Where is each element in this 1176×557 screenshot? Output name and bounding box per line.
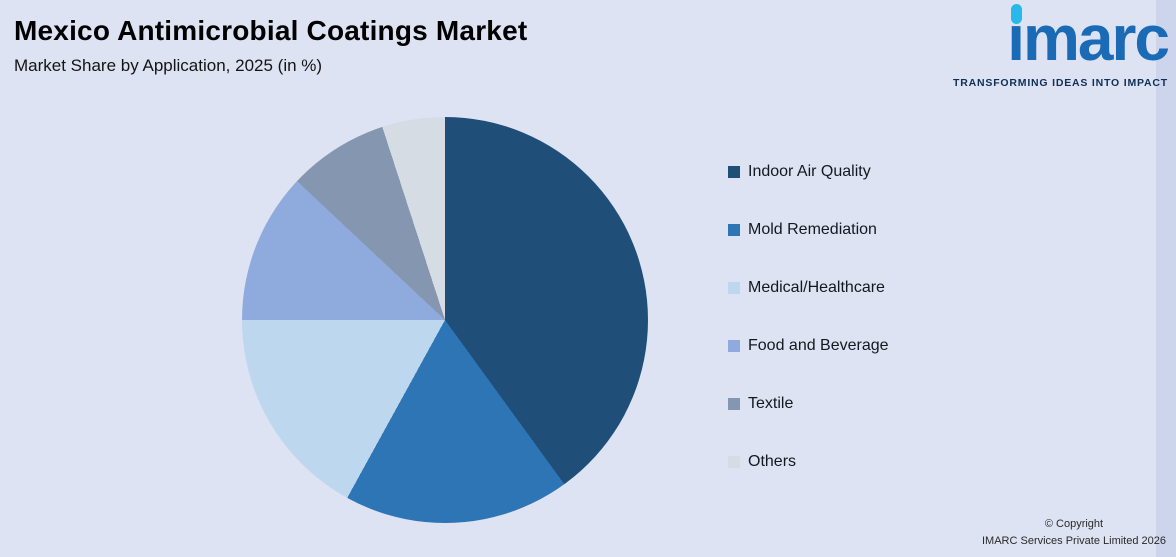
legend: Indoor Air Quality Mold Remediation Medica… xyxy=(728,162,889,472)
copyright-line1: © Copyright xyxy=(1044,517,1104,530)
legend-label: Others xyxy=(748,453,797,470)
legend-item: Textile xyxy=(728,394,889,414)
legend-item: Medical/Healthcare xyxy=(728,278,889,298)
imarc-logo-dot-icon xyxy=(1011,4,1023,24)
legend-label: Mold Remediation xyxy=(748,221,877,238)
imarc-logo: imarc TRANSFORMING IDEAS INTO IMPACT xyxy=(928,4,1170,89)
legend-item: Others xyxy=(728,452,889,472)
legend-label: Medical/Healthcare xyxy=(748,279,885,296)
legend-label: Indoor Air Quality xyxy=(748,163,871,180)
legend-swatch xyxy=(728,456,740,468)
copyright: © Copyright IMARC Services Private Limit… xyxy=(982,516,1166,551)
legend-label: Textile xyxy=(748,395,794,412)
pie-chart xyxy=(242,117,648,523)
page-title: Mexico Antimicrobial Coatings Market xyxy=(14,15,528,46)
imarc-logo-tagline: TRANSFORMING IDEAS INTO IMPACT xyxy=(953,77,1168,89)
copyright-line2: IMARC Services Private Limited 2026 xyxy=(981,535,1166,548)
legend-item: Indoor Air Quality xyxy=(728,162,889,182)
imarc-logo-text: imarc xyxy=(1007,2,1170,74)
header: Mexico Antimicrobial Coatings Market Mar… xyxy=(14,14,527,76)
legend-swatch xyxy=(728,398,740,410)
chart-subtitle: Market Share by Application, 2025 (in %) xyxy=(14,55,323,75)
legend-swatch xyxy=(728,282,740,294)
legend-swatch xyxy=(728,224,740,236)
legend-item: Mold Remediation xyxy=(728,220,889,240)
right-edge-strip xyxy=(1156,0,1176,557)
legend-swatch xyxy=(728,166,740,178)
legend-swatch xyxy=(728,340,740,352)
legend-item: Food and Beverage xyxy=(728,336,889,356)
legend-label: Food and Beverage xyxy=(748,337,889,354)
